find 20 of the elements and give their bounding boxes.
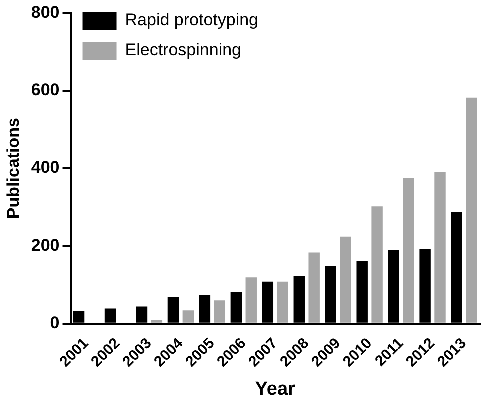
bar — [277, 282, 288, 323]
y-tick-label: 600 — [31, 80, 60, 100]
bar — [340, 236, 352, 323]
bar — [466, 98, 478, 323]
bar — [372, 206, 383, 323]
y-tick-label: 800 — [31, 2, 60, 22]
bar — [434, 172, 446, 323]
bar — [214, 300, 226, 323]
y-tick-label: 400 — [31, 158, 60, 178]
x-axis-title: Year — [255, 378, 296, 400]
bar — [182, 310, 194, 323]
bar — [151, 320, 163, 323]
y-tick-label: 0 — [50, 314, 60, 333]
bar — [246, 278, 257, 323]
bar — [308, 252, 320, 323]
y-axis-title: Publications — [4, 118, 23, 220]
bar — [403, 178, 414, 323]
y-tick-label: 200 — [31, 236, 60, 255]
legend-label: Rapid prototyping — [125, 10, 259, 30]
legend-label: Electrospinning — [125, 40, 242, 60]
